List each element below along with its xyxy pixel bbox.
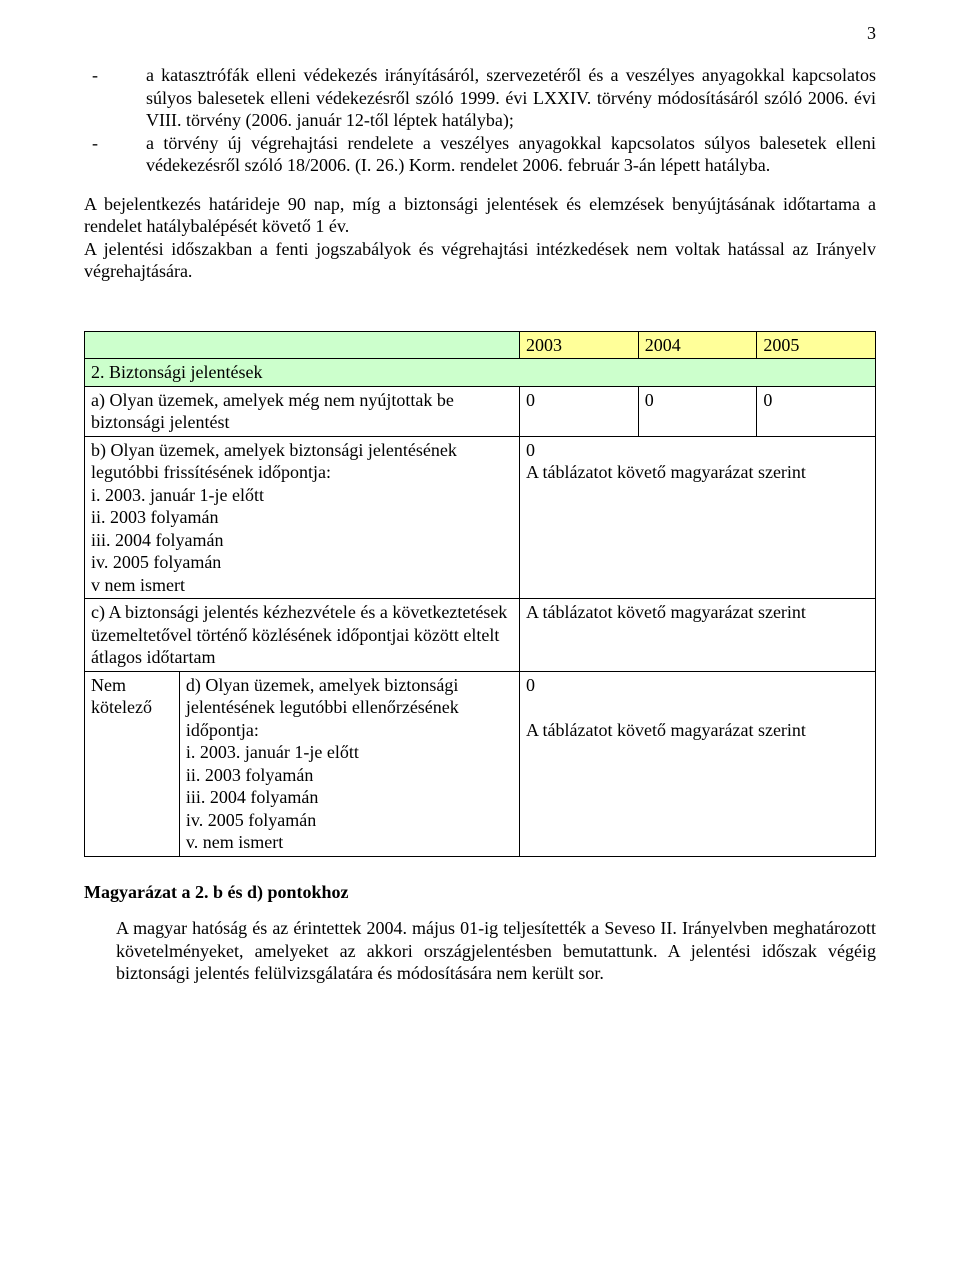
row-side-label: Nem kötelező	[85, 671, 180, 856]
table-row: a) Olyan üzemek, amelyek még nem nyújtot…	[85, 386, 876, 436]
table-row: Nem kötelező d) Olyan üzemek, amelyek bi…	[85, 671, 876, 856]
row-value: 0 A táblázatot követő magyarázat szerint	[520, 436, 876, 599]
header-year: 2005	[757, 331, 876, 359]
page-number: 3	[867, 22, 876, 45]
row-value: 0	[757, 386, 876, 436]
row-label: b) Olyan üzemek, amelyek biztonsági jele…	[85, 436, 520, 599]
header-year: 2003	[520, 331, 639, 359]
header-year: 2004	[638, 331, 757, 359]
row-value: 0 A táblázatot követő magyarázat szerint	[520, 671, 876, 856]
safety-reports-table: 2003 2004 2005 2. Biztonsági jelentések …	[84, 331, 876, 857]
bullet-text: a katasztrófák elleni védekezés irányítá…	[146, 64, 876, 132]
bullet-item: - a törvény új végrehajtási rendelete a …	[84, 132, 876, 177]
section-row: 2. Biztonsági jelentések	[85, 359, 876, 387]
row-value: 0	[638, 386, 757, 436]
paragraph: A bejelentkezés határideje 90 nap, míg a…	[84, 193, 876, 238]
footnote-paragraph: A magyar hatóság és az érintettek 2004. …	[84, 917, 876, 985]
row-label: c) A biztonsági jelentés kézhezvétele és…	[85, 599, 520, 672]
section-label: 2. Biztonsági jelentések	[85, 359, 876, 387]
row-value: A táblázatot követő magyarázat szerint	[520, 599, 876, 672]
table-row: c) A biztonsági jelentés kézhezvétele és…	[85, 599, 876, 672]
bullet-dash: -	[84, 64, 146, 132]
row-label: d) Olyan üzemek, amelyek biztonsági jele…	[179, 671, 519, 856]
row-label: a) Olyan üzemek, amelyek még nem nyújtot…	[85, 386, 520, 436]
footnote-heading: Magyarázat a 2. b és d) pontokhoz	[84, 881, 876, 904]
header-empty-cell	[85, 331, 520, 359]
paragraph: A jelentési időszakban a fenti jogszabál…	[84, 238, 876, 283]
row-value: 0	[520, 386, 639, 436]
page: 3 - a katasztrófák elleni védekezés irán…	[0, 0, 960, 1275]
bullet-text: a törvény új végrehajtási rendelete a ve…	[146, 132, 876, 177]
table-header-row: 2003 2004 2005	[85, 331, 876, 359]
table-row: b) Olyan üzemek, amelyek biztonsági jele…	[85, 436, 876, 599]
bullet-dash: -	[84, 132, 146, 177]
bullet-item: - a katasztrófák elleni védekezés irányí…	[84, 64, 876, 132]
bullet-list: - a katasztrófák elleni védekezés irányí…	[84, 64, 876, 177]
